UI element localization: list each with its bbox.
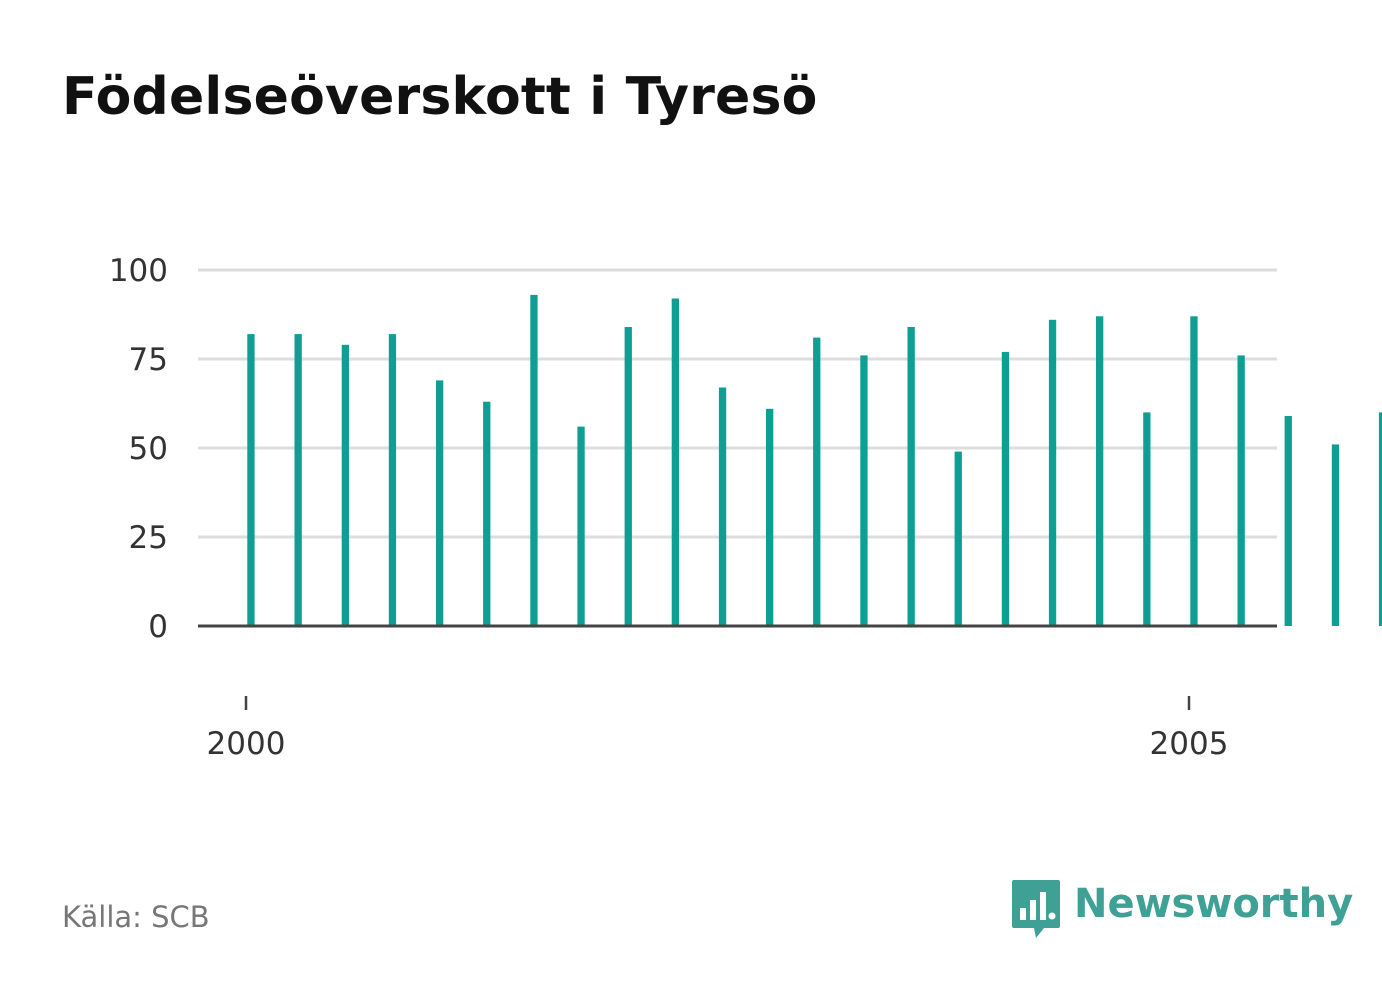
bar (1096, 316, 1104, 626)
bar (813, 337, 821, 626)
bar (766, 408, 774, 626)
source-note: Källa: SCB (62, 900, 210, 934)
bar (718, 387, 727, 626)
bar (860, 355, 868, 626)
bar (1143, 412, 1151, 626)
bar (341, 344, 349, 626)
bar (577, 426, 585, 626)
y-axis-labels: 0 25 50 75 100 (109, 253, 168, 645)
newsworthy-logo[interactable]: Newsworthy (1010, 876, 1353, 942)
bar (294, 334, 302, 626)
y-tick-label-50: 50 (129, 431, 168, 467)
bar (247, 334, 255, 626)
bar (1048, 319, 1057, 626)
x-tick-label-2005: 2005 (1150, 726, 1229, 762)
y-tick-label-25: 25 (129, 520, 168, 556)
gridlines (198, 268, 1277, 539)
x-tick-label-2000: 2000 (207, 726, 286, 762)
bars (247, 294, 1382, 626)
bar (1001, 351, 1010, 626)
bar (954, 451, 962, 626)
bar (1378, 412, 1382, 626)
y-tick-label-0: 0 (148, 609, 168, 645)
bar (388, 334, 397, 626)
brand-name: Newsworthy (1074, 881, 1354, 927)
bar (483, 401, 491, 626)
bar (1190, 316, 1198, 626)
bar (1237, 355, 1245, 626)
chart-title: Födelseöverskott i Tyresö (62, 67, 818, 127)
y-tick-label-100: 100 (109, 253, 168, 289)
bar (1331, 444, 1340, 626)
bar (1284, 416, 1292, 626)
bar-chart-logo-icon (1012, 880, 1060, 938)
x-axis: 200020052010201520202025 (207, 696, 1229, 762)
bar (436, 380, 444, 626)
y-tick-label-75: 75 (129, 342, 168, 378)
bar (530, 294, 538, 626)
bar (624, 327, 632, 626)
bar (671, 298, 679, 626)
bar (907, 327, 915, 626)
